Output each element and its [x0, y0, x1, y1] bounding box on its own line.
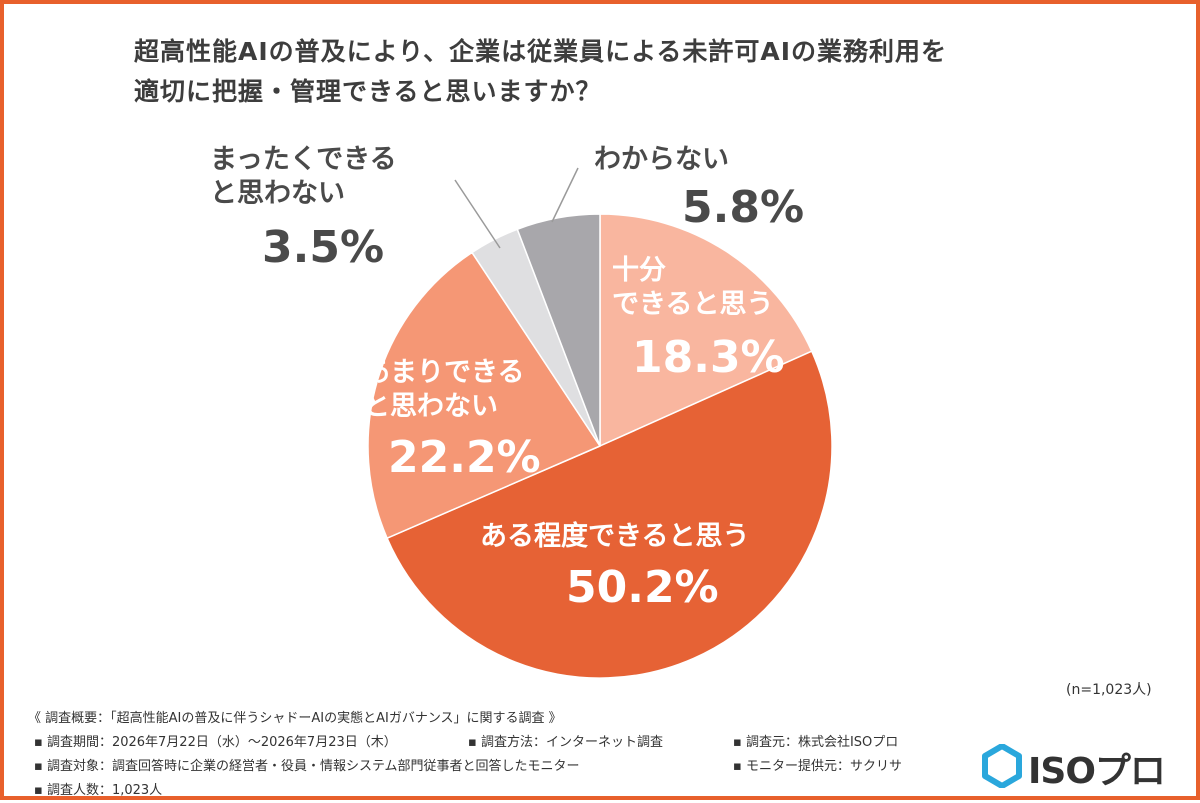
- label-amari: あまりできる と思わない: [363, 356, 524, 424]
- pie-slice-juubun: [599, 213, 813, 448]
- label-mattaku: まったくできる と思わない: [210, 143, 397, 211]
- chart-title: 超高性能AIの普及により、企業は従業員による未許可AIの業務利用を 適切に把握・…: [134, 32, 947, 112]
- value-juubun-text: 18.3%: [632, 332, 785, 383]
- survey-period: ▪ 調査期間：2026年7月22日（水）～2026年7月23日（木）: [34, 735, 397, 750]
- value-mattaku: 3.5%: [262, 220, 384, 276]
- chart-title-line1: 超高性能AIの普及により、企業は従業員による未許可AIの業務利用を: [134, 37, 948, 66]
- pie-slice-wakaranai: [516, 213, 601, 447]
- value-aruteido: 50.2%: [566, 560, 719, 616]
- survey-heading: 《 調査概要：「超高性能AIの普及に伴うシャドーAIの実態とAIガバナンス」に関…: [28, 711, 562, 726]
- label-aruteido-text: ある程度できると思う: [480, 521, 750, 552]
- survey-method: ▪ 調査方法：インターネット調査: [468, 735, 663, 750]
- isopro-logo: ISOプロ: [982, 740, 1182, 792]
- survey-target: ▪ 調査対象：調査回答時に企業の経営者・役員・情報システム部門従事者と回答したモ…: [34, 759, 580, 774]
- label-aruteido: ある程度できると思う: [480, 520, 749, 554]
- survey-organizer: ▪ 調査元：株式会社ISOプロ: [733, 735, 899, 750]
- label-wakaranai-text: わからない: [594, 144, 729, 175]
- label-juubun-line1: 十分: [612, 255, 666, 286]
- leader-line-wakaranai: [551, 167, 579, 223]
- value-amari-text: 22.2%: [388, 432, 541, 483]
- label-wakaranai: わからない: [594, 143, 729, 177]
- leader-line-mattaku: [454, 179, 501, 249]
- value-juubun: 18.3%: [632, 330, 785, 386]
- label-juubun: 十分 できると思う: [612, 254, 773, 322]
- label-mattaku-line2: と思わない: [210, 178, 345, 209]
- survey-count: ▪ 調査人数：1,023人: [34, 783, 163, 798]
- chart-title-line2: 適切に把握・管理できると思いますか？: [134, 77, 602, 106]
- label-mattaku-line1: まったくできる: [210, 144, 397, 175]
- survey-provider: ▪ モニター提供元：サクリサ: [733, 759, 902, 774]
- hexagon-logo-icon: [982, 744, 1022, 788]
- label-amari-line1: あまりできる: [363, 357, 525, 388]
- label-juubun-line2: できると思う: [612, 289, 774, 320]
- value-amari: 22.2%: [388, 430, 541, 486]
- value-wakaranai-text: 5.8%: [682, 182, 805, 233]
- pie-slice-amari: [367, 251, 602, 540]
- sample-size-note: (n=1,023人): [1066, 682, 1152, 698]
- value-wakaranai: 5.8%: [682, 180, 804, 236]
- logo-text: ISOプロ: [1028, 751, 1166, 792]
- value-mattaku-text: 3.5%: [262, 222, 385, 273]
- value-aruteido-text: 50.2%: [566, 562, 719, 613]
- pie-slice-aruteido: [386, 350, 833, 679]
- label-amari-line2: と思わない: [363, 391, 498, 422]
